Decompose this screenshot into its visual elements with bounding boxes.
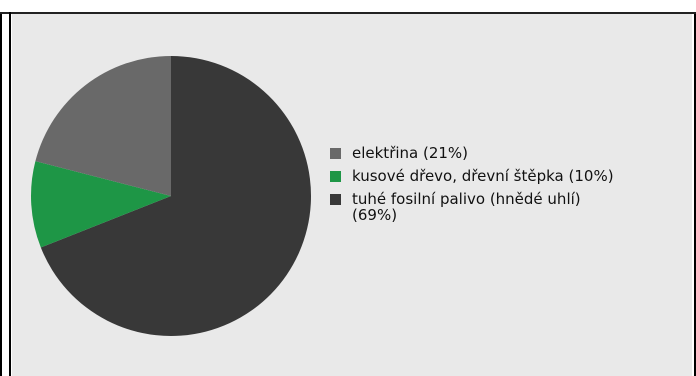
pie-slice-1: [31, 161, 172, 248]
legend-item: elektřina (21%): [330, 145, 630, 161]
chart-legend: elektřina (21%) kusové dřevo, dřevní štěp…: [330, 145, 630, 230]
legend-item: tuhé fosilní palivo (hnědé uhlí) (69%): [330, 191, 630, 223]
panel-divider: [9, 12, 11, 376]
legend-label: elektřina (21%): [352, 144, 469, 162]
pie-slice-2: [40, 56, 312, 336]
legend-swatch: [330, 194, 341, 205]
legend-swatch: [330, 171, 341, 182]
legend-swatch: [330, 148, 341, 159]
legend-item: kusové dřevo, dřevní štěpka (10%): [330, 168, 630, 184]
legend-label: tuhé fosilní palivo (hnědé uhlí) (69%): [352, 190, 581, 224]
header-strip: [0, 0, 696, 14]
legend-label: kusové dřevo, dřevní štěpka (10%): [352, 167, 614, 185]
pie-slice-0: [35, 56, 171, 196]
